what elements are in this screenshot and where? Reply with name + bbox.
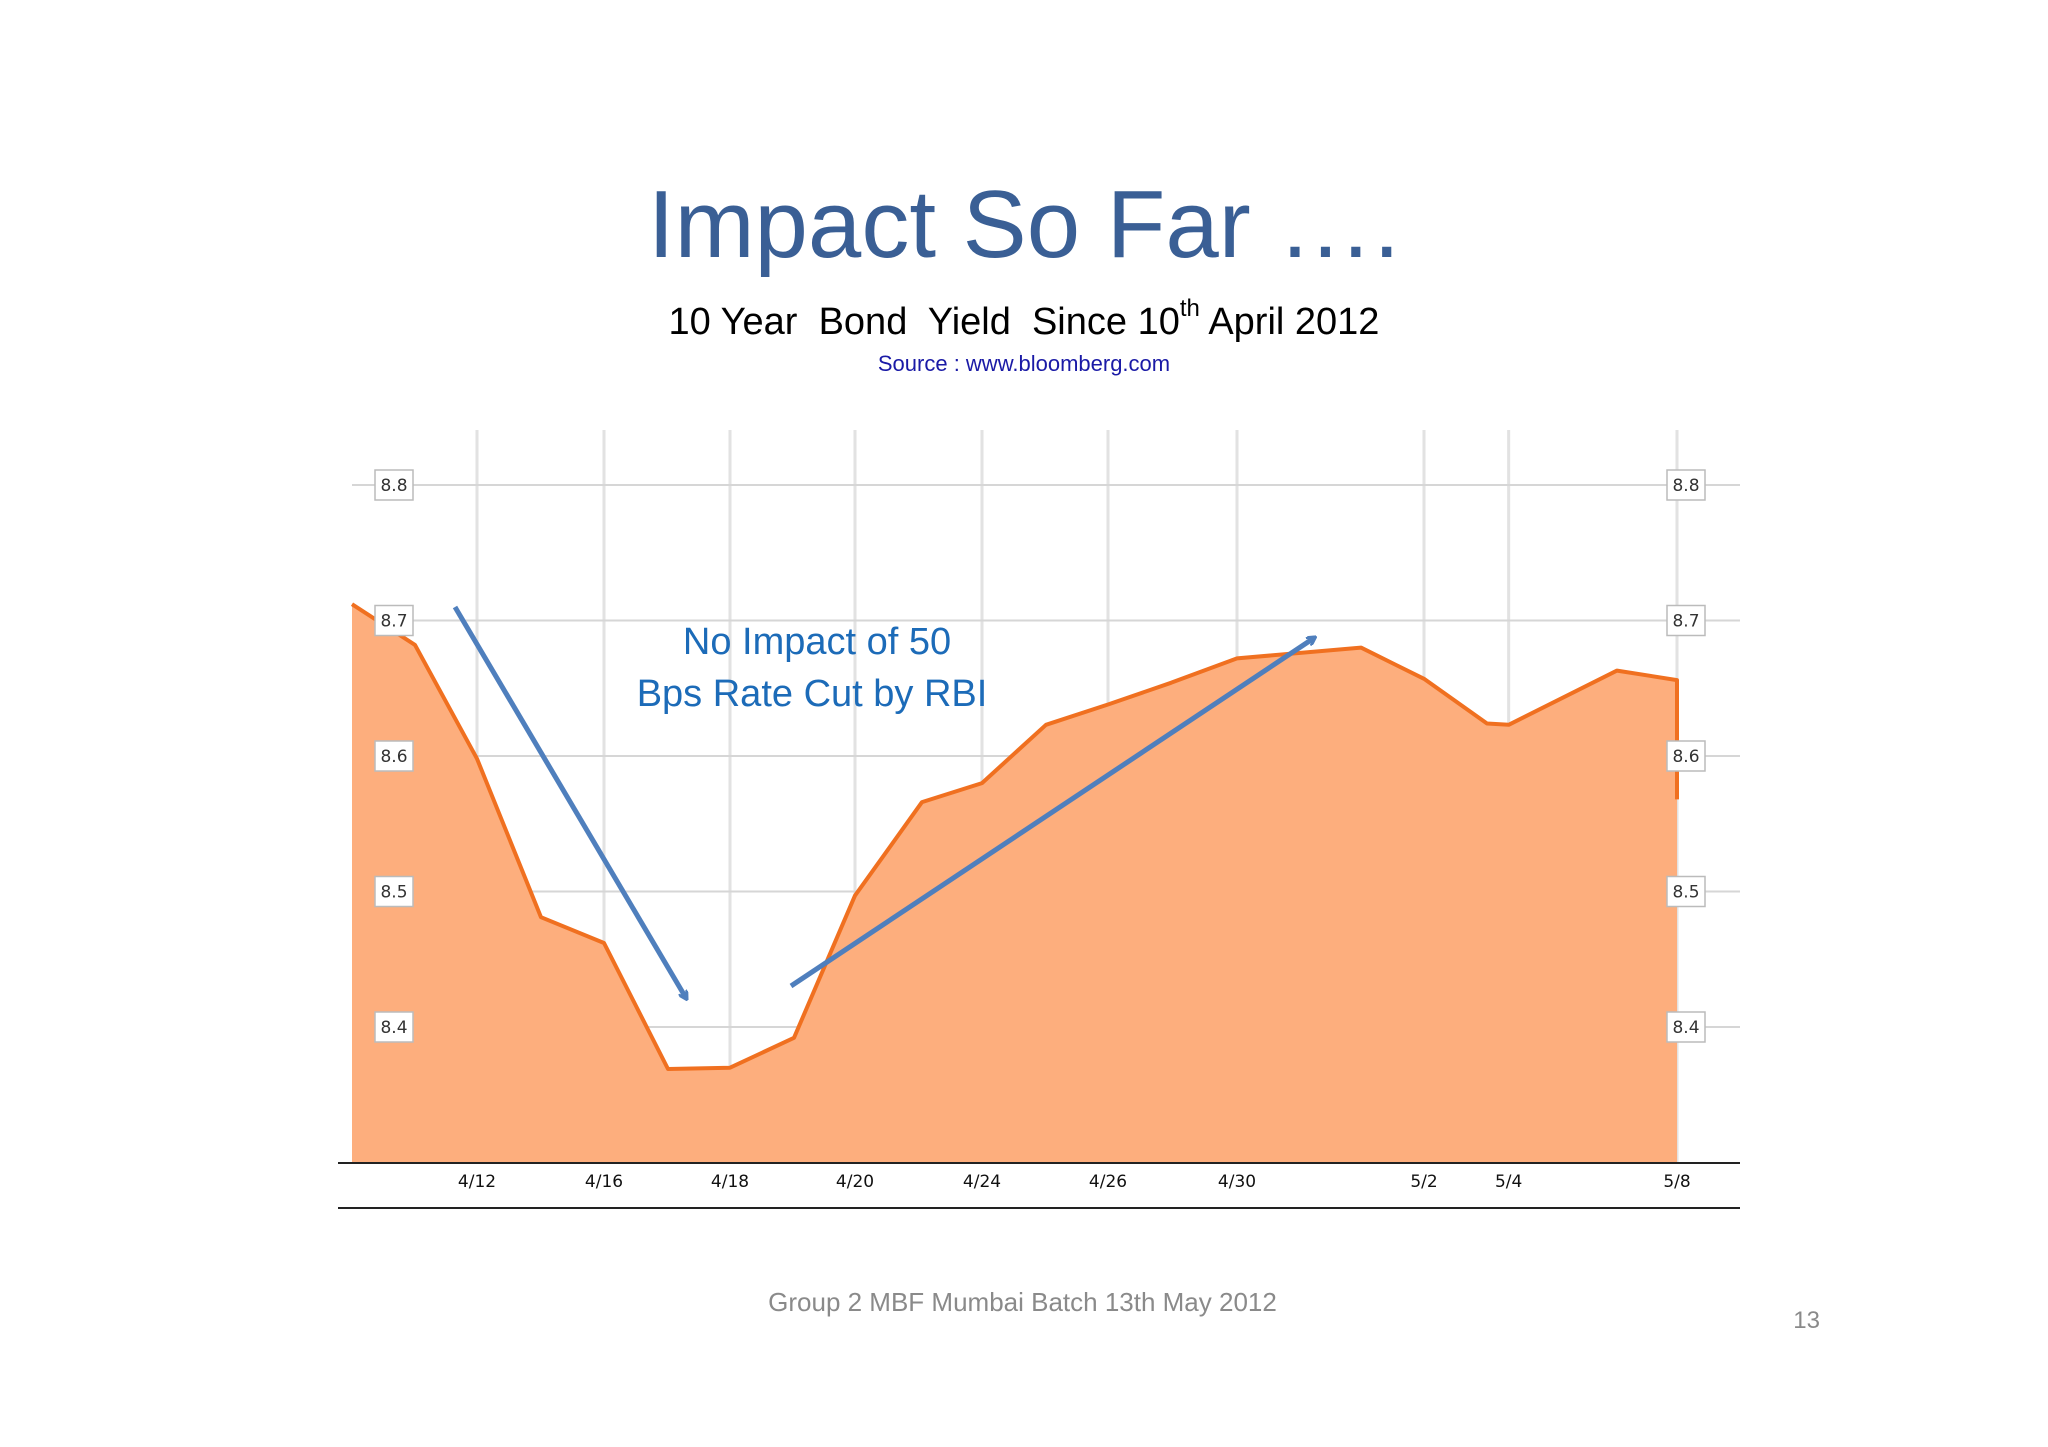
series-line [350, 602, 1679, 1071]
x-tick-label: 4/20 [836, 1172, 874, 1192]
x-tick-labels: 4/12 4/16 4/18 4/20 4/24 4/26 4/30 5/2 5/4 5/8 [458, 1172, 1691, 1192]
page-number: 13 [1793, 1307, 1820, 1334]
y-tick-box-left [374, 875, 414, 908]
y-tick-box-right [1666, 469, 1706, 501]
subtitle-rest: April 2012 [1199, 301, 1380, 343]
annotation-line-1: No Impact of 50 [683, 621, 951, 663]
y-tick-label-left: 8.7 [380, 612, 407, 632]
y-tick-label-left: 8.4 [380, 1018, 407, 1038]
area-series [350, 602, 1679, 1163]
subtitle-superscript: th [1179, 295, 1200, 322]
y-tick-box-right [1666, 875, 1706, 908]
source-credit: Source : www.bloomberg.com [877, 351, 1171, 376]
x-tick-label: 4/16 [585, 1172, 623, 1192]
y-tick-box-left [374, 1011, 414, 1043]
y-tick-label-left: 8.6 [380, 747, 407, 767]
y-tick-box-right [1666, 604, 1706, 637]
y-tick-box-left [374, 740, 414, 772]
y-tick-label-right: 8.4 [1672, 1018, 1699, 1038]
up-trend-arrow [789, 638, 1314, 989]
footer-text: Group 2 MBF Mumbai Batch 13th May 2012 [768, 1287, 1277, 1317]
chart-subtitle: 10 Year Bond Yield Since 10th April 2012 [0, 295, 2048, 346]
area-fill [352, 604, 1677, 1163]
x-tick-label: 4/12 [458, 1172, 496, 1192]
x-tick-label: 5/4 [1495, 1172, 1522, 1192]
slide-title: Impact So Far …. [647, 171, 1401, 278]
y-tick-label-left: 8.8 [380, 476, 407, 496]
annotation: No Impact of 50 Bps Rate Cut by RBI [637, 621, 988, 715]
y-tick-box-left [374, 469, 414, 501]
y-tick-box-right [1666, 1011, 1706, 1043]
subtitle-main: 10 Year Bond Yield Since 10 [668, 301, 1180, 343]
y-tick-box-right [1666, 740, 1706, 772]
x-tick-label: 4/26 [1089, 1172, 1127, 1192]
x-tick-label: 4/24 [963, 1172, 1001, 1192]
y-tick-box-left [374, 604, 414, 637]
axes [338, 1162, 1740, 1209]
y-tick-label-right: 8.8 [1672, 476, 1699, 496]
y-tick-label-left: 8.5 [380, 883, 407, 903]
trend-arrows [452, 605, 1314, 998]
y-tick-labels: 8.8 8.8 8.7 8.7 8.6 8.6 8.5 8.5 8.4 8.4 [374, 469, 1706, 1043]
y-tick-label-right: 8.6 [1672, 747, 1699, 767]
down-trend-arrow [452, 605, 686, 998]
y-tick-label-right: 8.5 [1672, 883, 1699, 903]
x-tick-label: 5/8 [1663, 1172, 1690, 1192]
annotation-line-2: Bps Rate Cut by RBI [637, 673, 988, 715]
x-tick-label: 4/30 [1218, 1172, 1256, 1192]
x-tick-label: 4/18 [711, 1172, 749, 1192]
x-tick-label: 5/2 [1410, 1172, 1437, 1192]
y-tick-label-right: 8.7 [1672, 612, 1699, 632]
